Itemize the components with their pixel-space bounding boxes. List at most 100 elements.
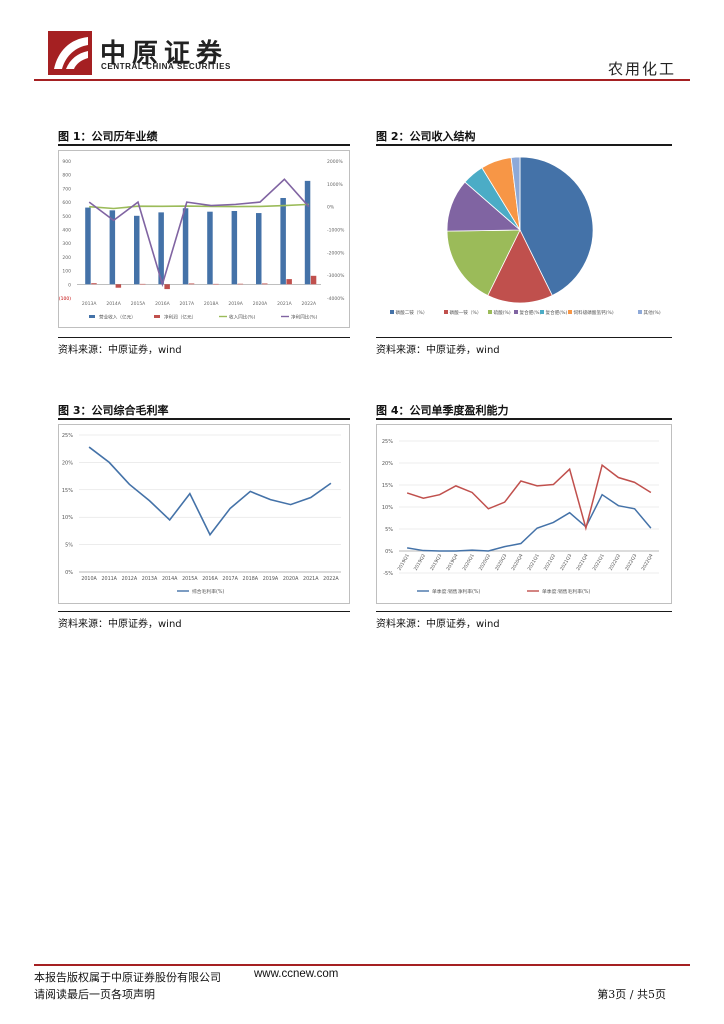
revenue-bar (231, 211, 238, 285)
y-tick-label: 25% (62, 433, 73, 439)
y-tick-label: 700 (62, 186, 71, 192)
x-tick-label: 2021Q1 (527, 553, 541, 572)
x-tick-label: 2022Q1 (592, 553, 606, 572)
legend-label: 收入同比(%) (229, 314, 256, 321)
revenue-bar (134, 215, 140, 285)
legend-swatch (154, 315, 160, 318)
legend-label: 硫酸(%) (494, 309, 511, 316)
y2-tick-label: 2000% (327, 159, 343, 165)
footer-read-notice: 请阅读最后一页各项声明 (34, 988, 155, 1001)
revenue-structure-pie: 磷酸二铵（%） 磷酸一铵（%） 硫酸(%) 复合肥(%) 复合肥(%) 饲料级磷酸氢钙(%… (390, 156, 661, 316)
legend-swatch (444, 310, 448, 314)
figure-2-chart: 磷酸二铵（%） 磷酸一铵（%） 硫酸(%) 复合肥(%) 复合肥(%) 饲料级磷酸氢钙(%… (376, 150, 672, 326)
y-tick-label: 100 (62, 269, 71, 275)
net-profit-bar (286, 279, 292, 285)
y-tick-label: 0 (68, 282, 71, 288)
y2-tick-label: 0% (327, 205, 335, 211)
industry-label: 农用化工 (607, 60, 676, 78)
figure-1-bottom-rule (58, 337, 350, 338)
net-profit-bar (188, 283, 195, 285)
x-tick-label: 2021A (277, 301, 292, 307)
figure-2-source: 资料来源：中原证券，wind (376, 345, 500, 356)
pie-slice (519, 156, 594, 297)
pie-slice (510, 156, 521, 231)
revenue-bar (158, 212, 164, 285)
y-tick-label: 0% (385, 549, 393, 555)
figure-2-bottom-rule (376, 337, 672, 338)
x-tick-label: 2020Q3 (494, 553, 508, 572)
x-tick-label: 2010A (81, 576, 97, 582)
x-tick-label: 2017A (180, 301, 195, 307)
y-tick-label: -5% (383, 571, 393, 577)
net-profit-bar (310, 275, 317, 285)
y2-tick-label: -4000% (327, 296, 345, 302)
y-tick-label: 900 (62, 159, 71, 165)
x-tick-label: 2022A (323, 576, 339, 582)
y-tick-label: 15% (382, 483, 393, 489)
revenue-bar (207, 211, 213, 285)
x-tick-label: 2019Q3 (429, 553, 443, 572)
quarterly-profitability-chart: 25% 20% 15% 10% 5% 0% -5% 2019Q1 2019Q2 2019Q3 201… (382, 439, 659, 595)
figure-2-top-rule (376, 144, 672, 146)
legend-swatch (89, 315, 95, 318)
y-tick-label: 20% (382, 461, 393, 467)
x-tick-label: 2021A (303, 576, 319, 582)
pie-slice (446, 229, 521, 297)
x-tick-label: 2013A (142, 576, 158, 582)
x-tick-label: 2019Q1 (397, 553, 411, 572)
figure-4-source: 资料来源：中原证券，wind (376, 619, 500, 630)
y-tick-label: 400 (62, 228, 71, 234)
x-tick-label: 2016A (155, 301, 170, 307)
x-tick-label: 2020A (253, 301, 268, 307)
revenue-profit-chart: 900 800 700 600 500 400 300 200 100 0 (100) 2000% 10… (59, 159, 345, 321)
revenue-bar (304, 180, 311, 285)
y-tick-label: 600 (62, 200, 71, 206)
x-tick-label: 2014A (106, 301, 121, 307)
footer-website-link[interactable]: www.ccnew.com (254, 968, 339, 980)
y2-tick-label: -3000% (327, 273, 345, 279)
y2-tick-label: -2000% (327, 250, 345, 256)
net-margin-line (407, 493, 652, 552)
y-tick-label: 5% (385, 527, 393, 533)
figure-3-source: 资料来源：中原证券，wind (58, 619, 182, 630)
x-tick-label: 2015A (131, 301, 146, 307)
y-tick-label: 10% (382, 505, 393, 511)
profit-yoy-line (88, 178, 310, 288)
x-tick-label: 2015A (182, 576, 198, 582)
x-tick-label: 2014A (162, 576, 178, 582)
header-divider (34, 79, 690, 81)
figure-4-title: 图 4：公司单季度盈利能力 (376, 404, 509, 417)
y-tick-label: (100) (59, 296, 71, 302)
legend-swatch (488, 310, 492, 314)
net-profit-bar (140, 283, 146, 285)
legend-label: 复合肥(%) (520, 309, 542, 316)
y-tick-label: 500 (62, 214, 71, 220)
y-tick-label: 200 (62, 255, 71, 261)
y-tick-label: 15% (62, 488, 73, 494)
legend-label: 营业收入（亿元） (99, 314, 136, 321)
x-tick-label: 2020Q1 (462, 553, 476, 572)
net-profit-bar (262, 283, 268, 285)
figure-1-source: 资料来源：中原证券，wind (58, 345, 182, 356)
gross-margin-line (406, 463, 652, 532)
x-tick-label: 2016A (202, 576, 218, 582)
figure-4-bottom-rule (376, 611, 672, 612)
revenue-yoy-line (89, 203, 309, 210)
x-tick-label: 2019A (263, 576, 279, 582)
y-tick-label: 10% (62, 515, 73, 521)
y2-tick-label: 1000% (327, 182, 343, 188)
legend-label: 磷酸二铵（%） (396, 309, 428, 316)
x-tick-label: 2022Q2 (608, 553, 622, 572)
x-tick-label: 2021Q4 (575, 553, 589, 572)
x-tick-label: 2017A (222, 576, 238, 582)
net-profit-bar (164, 284, 170, 290)
net-profit-bar (91, 283, 97, 285)
x-tick-label: 2019Q4 (445, 553, 459, 572)
figure-1-title: 图 1：公司历年业绩 (58, 130, 158, 143)
legend-label: 单季度:销售毛利率(%) (542, 588, 590, 595)
figure-2-title: 图 2：公司收入结构 (376, 130, 476, 143)
legend-swatch (514, 310, 518, 314)
x-tick-label: 2018A (243, 576, 259, 582)
x-tick-label: 2019Q2 (413, 553, 427, 572)
net-profit-bar (115, 284, 122, 288)
